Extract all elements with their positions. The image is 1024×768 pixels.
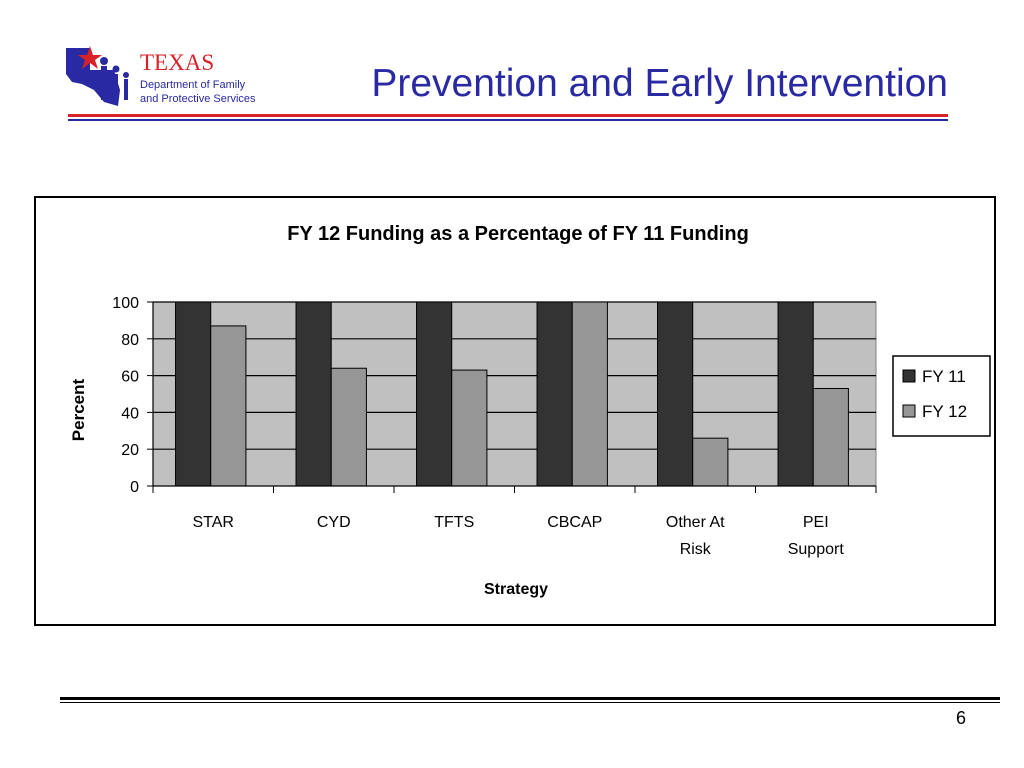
bar-chart: FY 12 Funding as a Percentage of FY 11 F… — [69, 223, 991, 598]
bar-fy-12 — [692, 437, 729, 487]
logo-services-text: and Protective Services — [140, 93, 256, 105]
bar-fy-11 — [777, 301, 814, 487]
logo-department-text: Department of Family — [140, 79, 246, 91]
bar-fy-12 — [451, 369, 488, 487]
legend-swatch — [902, 369, 916, 383]
chart-title: FY 12 Funding as a Percentage of FY 11 F… — [287, 223, 749, 245]
bar-fy-11 — [536, 301, 573, 487]
legend-box — [892, 355, 991, 437]
y-tick-label: 40 — [121, 405, 139, 422]
bar-fy-12 — [210, 325, 247, 487]
x-tick-label: Other At — [666, 514, 725, 531]
footer-rule-thin — [60, 702, 1000, 703]
dfps-logo: TEXAS Department of Family and Protectiv… — [64, 44, 264, 110]
header-rule-blue — [68, 119, 948, 121]
legend-label: FY 12 — [922, 402, 967, 421]
figure-body-icon — [101, 66, 107, 100]
header-rule-red — [68, 114, 948, 117]
y-tick-label: 0 — [130, 479, 139, 496]
x-tick-label: CBCAP — [547, 514, 602, 531]
logo-texas-text: TEXAS — [140, 50, 214, 75]
figure-head-icon — [123, 72, 129, 78]
x-tick-label: PEI — [803, 514, 829, 531]
legend-label: FY 11 — [922, 367, 966, 386]
bar-fy-11 — [416, 301, 453, 487]
x-axis-title: Strategy — [484, 581, 548, 598]
y-tick-label: 60 — [121, 369, 139, 386]
x-tick-label: Support — [788, 541, 845, 558]
legend: FY 11 FY 12 — [892, 355, 991, 437]
bar-fy-12 — [571, 301, 608, 487]
figure-head-icon — [100, 57, 108, 65]
x-tick-label: STAR — [193, 514, 234, 531]
bar-fy-12 — [812, 387, 849, 487]
y-tick-label: 20 — [121, 442, 139, 459]
footer-rule — [60, 697, 1000, 700]
legend-swatch — [902, 404, 916, 418]
y-axis-title: Percent — [69, 378, 88, 441]
bar-fy-11 — [295, 301, 332, 487]
x-tick-label: Risk — [680, 541, 712, 558]
dfps-logo-graphic: TEXAS Department of Family and Protectiv… — [66, 46, 256, 106]
x-tick-label: TFTS — [434, 514, 474, 531]
plot-background — [152, 301, 877, 487]
chart-container: FY 12 Funding as a Percentage of FY 11 F… — [34, 196, 996, 626]
bar-fy-12 — [330, 367, 367, 487]
slide-title: Prevention and Early Intervention — [371, 62, 948, 105]
star-icon — [78, 46, 102, 69]
bar-fy-11 — [175, 301, 212, 487]
x-tick-label: CYD — [317, 514, 351, 531]
page-number: 6 — [955, 708, 966, 728]
figure-body-icon — [113, 74, 118, 100]
figure-head-icon — [112, 65, 120, 73]
y-tick-label: 80 — [121, 332, 139, 349]
figure-body-icon — [124, 79, 128, 100]
bar-fy-11 — [657, 301, 694, 487]
y-tick-label: 100 — [112, 295, 139, 312]
plot-area: 0 20 40 60 80 100 STAR CYD TFTS CBCAP Other At Risk… — [112, 295, 877, 558]
